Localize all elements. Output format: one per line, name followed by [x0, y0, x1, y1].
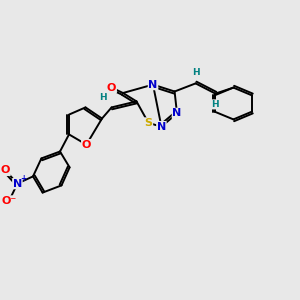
- Text: O: O: [107, 82, 116, 93]
- Text: H: H: [212, 100, 219, 109]
- Text: O⁻: O⁻: [2, 196, 16, 206]
- Text: +: +: [20, 174, 26, 183]
- Text: H: H: [192, 68, 200, 77]
- Text: N: N: [157, 122, 166, 132]
- Text: N: N: [148, 80, 158, 90]
- Text: N: N: [13, 178, 22, 189]
- Text: H: H: [99, 93, 106, 102]
- Text: O: O: [1, 165, 10, 176]
- Text: O: O: [82, 140, 91, 150]
- Text: N: N: [172, 108, 182, 118]
- Text: S: S: [145, 118, 152, 128]
